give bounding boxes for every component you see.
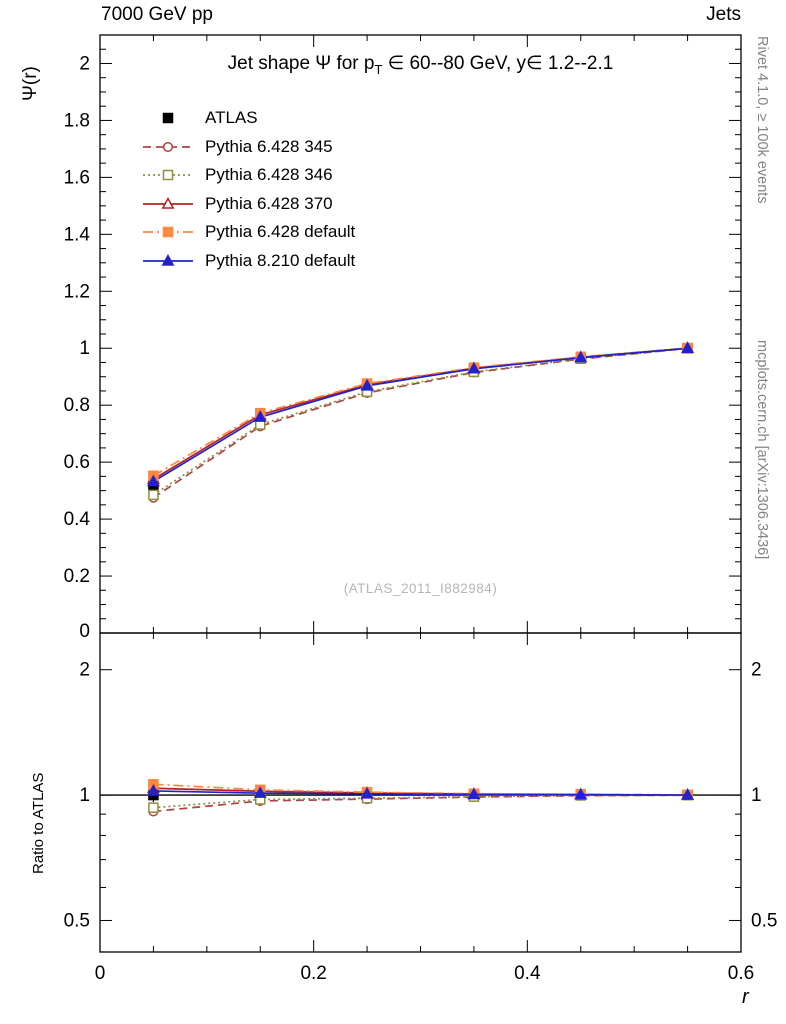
svg-text:1: 1: [751, 785, 762, 806]
svg-text:0.2: 0.2: [64, 566, 90, 587]
legend-label: ATLAS: [205, 108, 258, 128]
analysis-watermark: (ATLAS_2011_I882984): [343, 581, 498, 596]
legend-item: Pythia 6.428 345: [142, 133, 355, 162]
plot-title-mid: ∈ 60--80 GeV, y: [382, 53, 527, 74]
y-axis-title-main: Ψ(r): [20, 66, 41, 101]
legend: ATLAS Pythia 6.428 345 Pythia 6.428 346 Pyt…: [142, 104, 355, 275]
svg-text:1.8: 1.8: [64, 110, 90, 131]
legend-item: Pythia 8.210 default: [142, 247, 355, 276]
rivet-version-label: Rivet 4.1.0, ≥ 100k events: [754, 36, 770, 204]
legend-item: Pythia 6.428 346: [142, 161, 355, 190]
svg-text:0: 0: [79, 621, 90, 642]
svg-text:0.6: 0.6: [64, 452, 90, 473]
beam-energy-label: 7000 GeV pp: [101, 4, 213, 25]
svg-text:0.5: 0.5: [64, 910, 90, 931]
mcplots-credit-label: mcplots.cern.ch [arXiv:1306.3436]: [754, 340, 770, 560]
legend-sample-marker: [143, 141, 193, 152]
legend-label: Pythia 6.428 346: [205, 165, 333, 185]
svg-text:0.4: 0.4: [64, 509, 91, 530]
legend-sample-marker: [143, 227, 193, 238]
svg-text:2: 2: [79, 53, 90, 74]
svg-text:1.4: 1.4: [64, 224, 91, 245]
plot-title-suffix: ∈ 1.2--2.1: [526, 53, 614, 74]
svg-text:0.2: 0.2: [300, 963, 326, 984]
legend-label: Pythia 8.210 default: [205, 250, 356, 270]
svg-text:0: 0: [95, 963, 106, 984]
legend-item: Pythia 6.428 default: [142, 218, 355, 247]
legend-sample-marker: [143, 196, 193, 209]
legend-sample-marker: [143, 253, 193, 266]
legend-item: ATLAS: [142, 104, 355, 133]
svg-text:0.5: 0.5: [751, 910, 777, 931]
svg-text:1.2: 1.2: [64, 281, 90, 302]
svg-text:2: 2: [751, 660, 762, 681]
svg-text:0.8: 0.8: [64, 395, 90, 416]
process-label: Jets: [706, 4, 741, 25]
svg-text:0.6: 0.6: [728, 963, 754, 984]
legend-sample-marker: [143, 170, 193, 181]
svg-text:1: 1: [79, 785, 90, 806]
legend-sample-marker: [162, 113, 174, 124]
plot-title-text: Jet shape Ψ for p: [227, 53, 375, 74]
legend-item: Pythia 6.428 370: [142, 190, 355, 219]
y-axis-title-ratio: Ratio to ATLAS: [30, 772, 47, 874]
svg-text:2: 2: [79, 660, 90, 681]
legend-label: Pythia 6.428 370: [205, 193, 333, 213]
svg-text:1.6: 1.6: [64, 167, 90, 188]
svg-text:1: 1: [79, 338, 90, 359]
legend-label: Pythia 6.428 345: [205, 136, 333, 156]
svg-text:0.4: 0.4: [514, 963, 541, 984]
x-axis-title: r: [742, 986, 749, 1008]
plot-title-subscript: T: [374, 61, 383, 77]
plot-title: Jet shape Ψ for pT ∈ 60--80 GeV, y∈ 1.2-…: [100, 52, 741, 77]
legend-label: Pythia 6.428 default: [205, 222, 356, 242]
